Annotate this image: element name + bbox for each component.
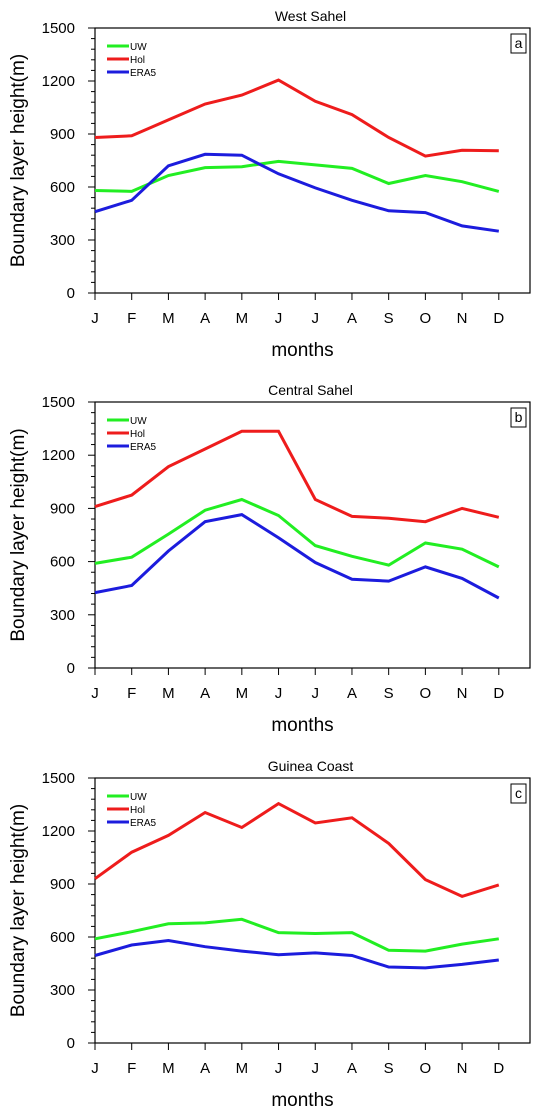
- x-tick-label: A: [347, 685, 357, 702]
- legend-label: UW: [130, 416, 147, 427]
- x-tick-label: N: [457, 310, 468, 327]
- x-tick-label: N: [457, 685, 468, 702]
- legend-label: UW: [130, 792, 147, 803]
- x-tick-label: J: [91, 310, 99, 327]
- legend-label: ERA5: [130, 442, 157, 453]
- x-tick-label: M: [236, 310, 249, 327]
- x-tick-label: F: [127, 310, 136, 327]
- x-tick-label: S: [384, 310, 394, 327]
- chart-panel-b: Central Sahel 0 300 600 900 1200 1500 J F M A M J J A S…: [8, 382, 531, 736]
- x-tick-label: O: [420, 310, 432, 327]
- series-line-hol: [94, 429, 500, 524]
- chart-title: Guinea Coast: [268, 758, 354, 774]
- series-line-uw: [94, 497, 500, 569]
- series-line-hol: [94, 801, 500, 899]
- y-tick-label: 1200: [42, 447, 75, 464]
- y-tick-label: 300: [50, 232, 75, 249]
- plot-frame: [94, 27, 531, 294]
- x-tick-label: J: [312, 1060, 320, 1077]
- y-tick-label: 1200: [42, 73, 75, 90]
- y-tick-label: 600: [50, 929, 75, 946]
- x-tick-label: D: [493, 685, 504, 702]
- series-line-uw: [94, 159, 500, 193]
- chart-title: West Sahel: [275, 8, 346, 24]
- series-line-era5: [94, 152, 500, 233]
- x-tick-label: A: [200, 685, 210, 702]
- panel-label-box: [510, 783, 527, 804]
- y-tick-label: 1500: [42, 770, 75, 787]
- x-tick-label: J: [275, 310, 283, 327]
- legend-label: ERA5: [130, 68, 157, 79]
- chart-panel-c: Guinea Coast 0 300 600 900 1200 1500 J F M A M J J A S O…: [8, 758, 531, 1111]
- x-tick-label: J: [312, 685, 320, 702]
- y-tick-label: 1500: [42, 394, 75, 411]
- x-tick-label: A: [200, 310, 210, 327]
- y-tick-label: 0: [67, 1035, 75, 1052]
- series-line-uw: [94, 917, 500, 953]
- x-tick-label: M: [162, 310, 175, 327]
- x-tick-label: J: [91, 685, 99, 702]
- y-tick-label: 900: [50, 876, 75, 893]
- x-tick-label: J: [312, 310, 320, 327]
- x-tick-label: J: [275, 685, 283, 702]
- chart-panel-a: West Sahel 0 300 600 900 1200 1500 J F M A M J J A S O N D…: [8, 8, 531, 361]
- x-tick-label: J: [275, 1060, 283, 1077]
- chart-title: Central Sahel: [268, 382, 353, 398]
- plot-frame: [94, 401, 531, 669]
- y-tick-label: 900: [50, 500, 75, 517]
- y-tick-label: 1500: [42, 20, 75, 37]
- y-tick-label: 300: [50, 982, 75, 999]
- x-tick-label: A: [200, 1060, 210, 1077]
- panel-label: a: [515, 35, 523, 51]
- legend-label: ERA5: [130, 818, 157, 829]
- y-axis-label: Boundary layer height(m): [8, 54, 29, 267]
- x-tick-label: F: [127, 1060, 136, 1077]
- x-axis-label: months: [271, 1090, 333, 1111]
- y-axis-label: Boundary layer height(m): [8, 804, 29, 1017]
- panel-label-box: [510, 33, 527, 54]
- y-tick-label: 0: [67, 660, 75, 677]
- x-tick-label: O: [420, 685, 432, 702]
- y-tick-label: 900: [50, 126, 75, 143]
- x-tick-label: A: [347, 1060, 357, 1077]
- x-tick-label: S: [384, 1060, 394, 1077]
- x-tick-label: D: [493, 1060, 504, 1077]
- x-tick-label: M: [162, 685, 175, 702]
- legend-label: Hol: [130, 805, 145, 816]
- x-tick-label: M: [236, 685, 249, 702]
- series-line-era5: [94, 938, 499, 970]
- y-tick-label: 1200: [42, 823, 75, 840]
- y-axis-label: Boundary layer height(m): [8, 428, 29, 641]
- y-tick-label: 0: [67, 285, 75, 302]
- legend-label: Hol: [130, 429, 145, 440]
- legend-label: Hol: [130, 55, 145, 66]
- x-tick-label: J: [91, 1060, 99, 1077]
- legend-label: UW: [130, 42, 147, 53]
- series-line-era5: [94, 513, 500, 600]
- x-axis-label: months: [271, 715, 333, 736]
- x-tick-label: M: [162, 1060, 175, 1077]
- y-tick-label: 300: [50, 607, 75, 624]
- series-line-hol: [94, 78, 499, 158]
- x-tick-label: A: [347, 310, 357, 327]
- x-tick-label: N: [457, 1060, 468, 1077]
- x-tick-label: O: [420, 1060, 432, 1077]
- y-tick-label: 600: [50, 554, 75, 571]
- panel-label: b: [515, 409, 523, 425]
- plot-frame: [94, 777, 531, 1044]
- x-tick-label: M: [236, 1060, 249, 1077]
- panel-label: c: [515, 785, 522, 801]
- x-axis-label: months: [271, 340, 333, 361]
- x-tick-label: S: [384, 685, 394, 702]
- y-tick-label: 600: [50, 179, 75, 196]
- panel-label-box: [510, 407, 527, 428]
- x-tick-label: D: [493, 310, 504, 327]
- x-tick-label: F: [127, 685, 136, 702]
